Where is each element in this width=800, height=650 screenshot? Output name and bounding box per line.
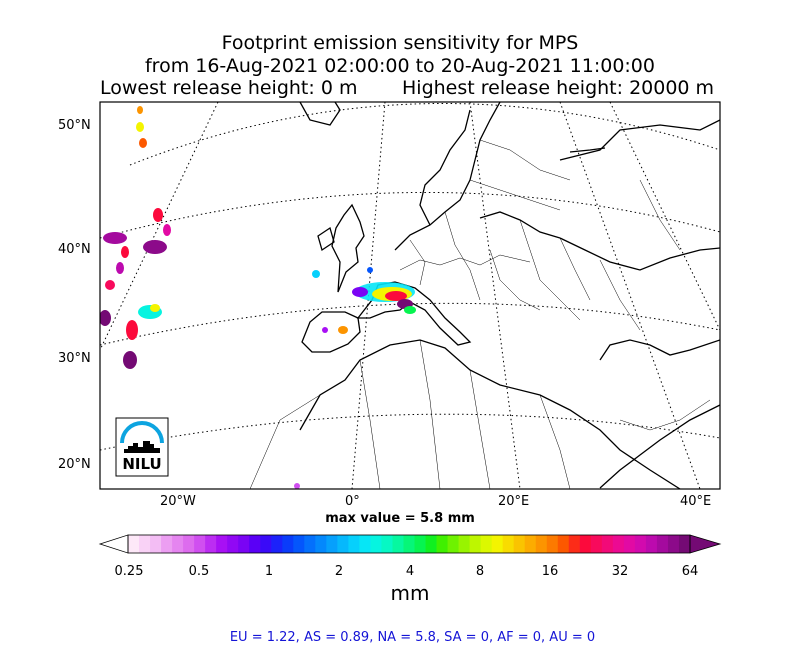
colorbar-unit: mm — [390, 581, 430, 605]
lon-label-0: 0° — [345, 494, 360, 509]
colorbar-tick-1: 1 — [264, 564, 274, 579]
chart-title: Footprint emission sensitivity for MPS — [221, 32, 579, 54]
colorbar-tick-32: 32 — [611, 564, 629, 579]
colorbar-tick-0.25: 0.25 — [114, 564, 144, 579]
lat-label-30n: 30°N — [58, 351, 91, 366]
max-value: max value = 5.8 mm — [325, 511, 475, 526]
nilu-logo — [115, 417, 169, 477]
lat-label-50n: 50°N — [58, 118, 91, 133]
lon-label-20e: 20°E — [498, 494, 530, 509]
lat-label-20n: 20°N — [58, 457, 91, 472]
lon-label-20w: 20°W — [160, 494, 196, 509]
map-frame — [99, 101, 721, 490]
colorbar-tick-2: 2 — [334, 564, 344, 579]
colorbar-tick-4: 4 — [405, 564, 415, 579]
colorbar-tick-64: 64 — [681, 564, 699, 579]
country-borders — [249, 139, 711, 489]
date-range: from 16-Aug-2021 02:00:00 to 20-Aug-2021… — [144, 55, 655, 77]
nilu-logo-text: NILU — [122, 455, 162, 473]
lat-label-40n: 40°N — [58, 242, 91, 257]
lon-label-40e: 40°E — [680, 494, 712, 509]
region-stats: EU = 1.22, AS = 0.89, NA = 5.8, SA = 0, … — [229, 630, 596, 645]
lowest-release-height: Lowest release height: 0 m — [100, 77, 358, 99]
highest-release-height: Highest release height: 20000 m — [402, 77, 715, 99]
colorbar-tick-8: 8 — [475, 564, 485, 579]
sensitivity-field — [100, 106, 416, 489]
colorbar-tick-16: 16 — [541, 564, 559, 579]
colorbar-tick-0.5: 0.5 — [188, 564, 210, 579]
